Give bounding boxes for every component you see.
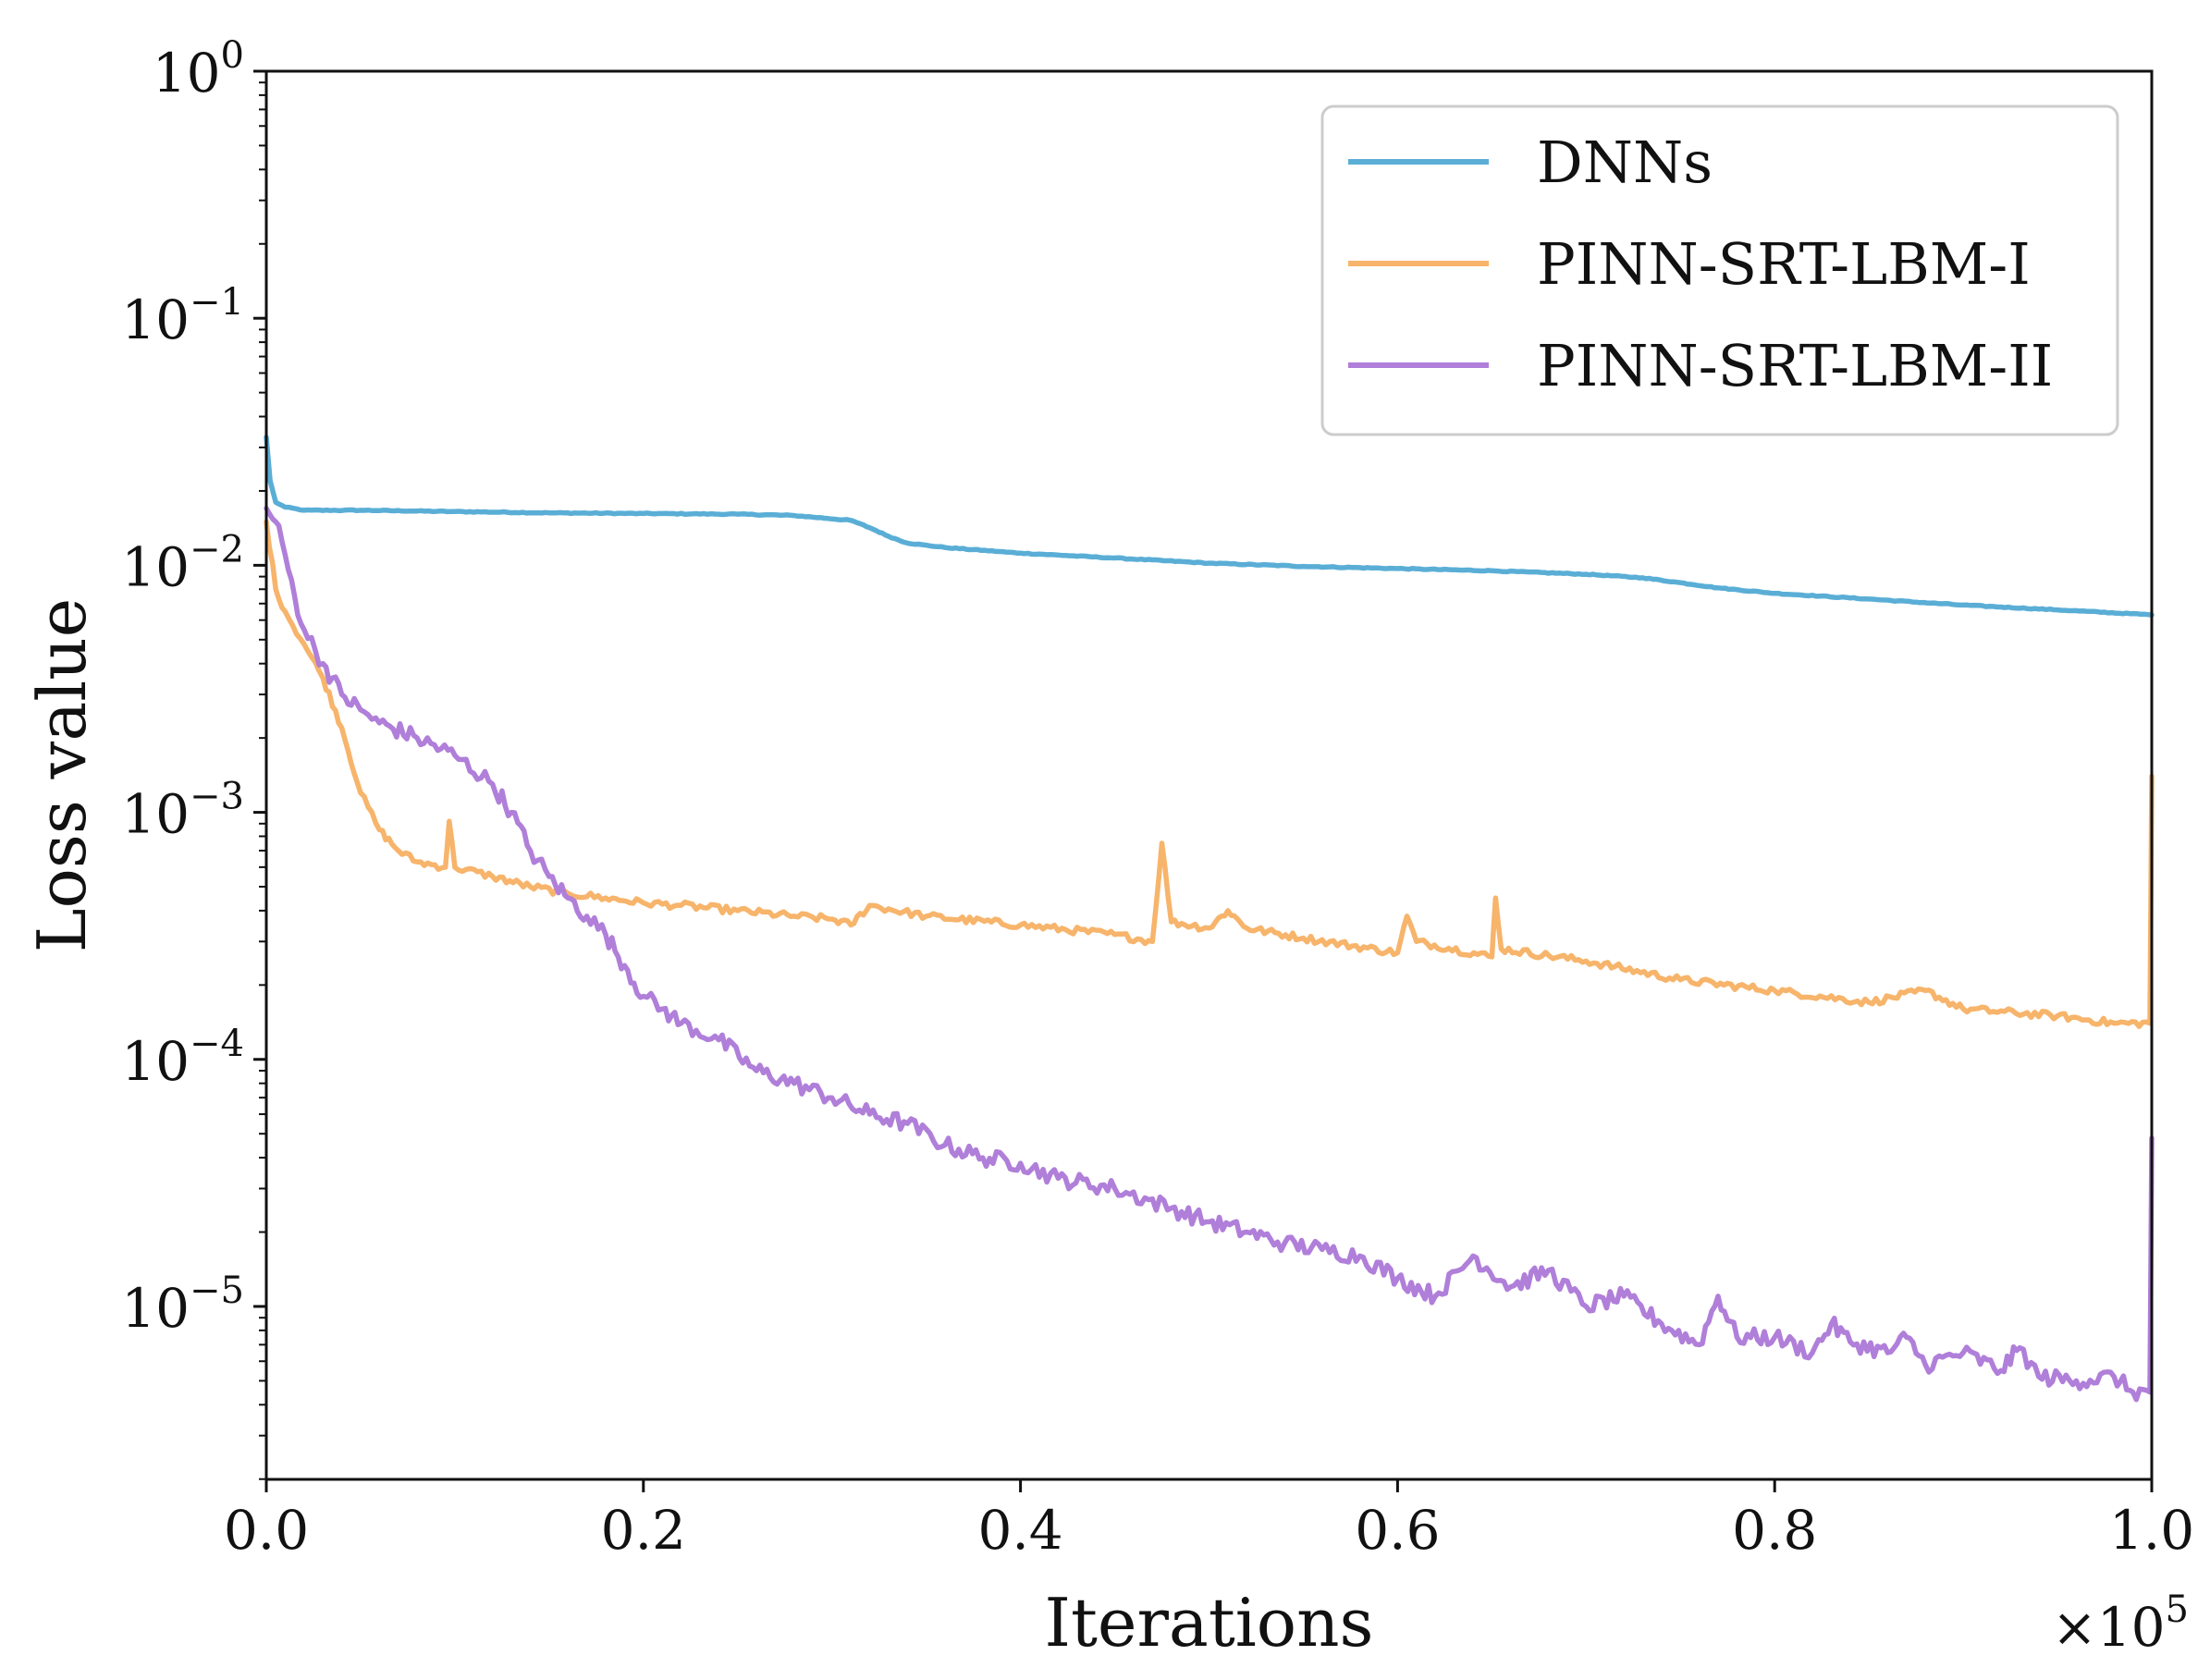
y-tick-base: 10: [121, 783, 190, 846]
x-tick-label: 0.6: [1355, 1499, 1440, 1562]
y-tick-label: 10−2: [121, 528, 244, 598]
x-multiplier-exponent: 5: [2166, 1588, 2189, 1631]
x-tick-label: 1.0: [2109, 1499, 2194, 1562]
x-axis-title: Iterations: [1045, 1584, 1374, 1662]
y-tick-label: 10−4: [121, 1023, 244, 1093]
x-tick-label: 0.4: [977, 1499, 1062, 1562]
y-tick-exponent: −2: [190, 528, 244, 570]
legend: DNNs PINN-SRT-LBM-I PINN-SRT-LBM-II: [1320, 104, 2119, 436]
axes-layer: 0.0 0.2 0.4 0.6 0.8 1.010010−110−210−310−410−…: [23, 34, 2194, 1662]
y-tick-base: 10: [121, 1030, 190, 1093]
legend-label: PINN-SRT-LBM-I: [1537, 230, 2031, 298]
plot-frame: [264, 69, 2154, 1481]
legend-label: DNNs: [1537, 129, 1713, 196]
y-tick-exponent: −3: [190, 776, 244, 818]
x-tick-label: 0.8: [1732, 1499, 1817, 1562]
series-line-dnns: [264, 435, 2155, 618]
series-line-pinn-srt-lbm-ii: [264, 506, 2155, 1403]
y-tick-label: 10−3: [121, 776, 244, 846]
y-tick-exponent: −4: [190, 1023, 244, 1065]
x-tick-label: 0.0: [224, 1499, 309, 1562]
legend-label: PINN-SRT-LBM-II: [1537, 332, 2053, 399]
x-axis-multiplier: ×105: [2052, 1588, 2189, 1659]
x-multiplier-base: ×10: [2052, 1596, 2165, 1659]
legend-box: [1320, 104, 2119, 436]
y-tick-label: 10−5: [121, 1269, 244, 1340]
y-tick-label: 100: [153, 34, 244, 104]
y-tick-exponent: 0: [221, 34, 244, 77]
series-layer: [264, 435, 2155, 1403]
x-tick-label: 0.2: [601, 1499, 686, 1562]
y-tick-base: 10: [121, 288, 190, 351]
y-tick-base: 10: [121, 535, 190, 598]
y-tick-base: 10: [121, 1277, 190, 1340]
y-tick-base: 10: [153, 42, 221, 104]
series-line-pinn-srt-lbm-i: [264, 519, 2155, 1029]
y-tick-exponent: −1: [190, 281, 244, 324]
y-tick-label: 10−1: [121, 281, 244, 351]
y-axis-title: Loss value: [23, 598, 101, 953]
y-tick-exponent: −5: [190, 1269, 244, 1312]
